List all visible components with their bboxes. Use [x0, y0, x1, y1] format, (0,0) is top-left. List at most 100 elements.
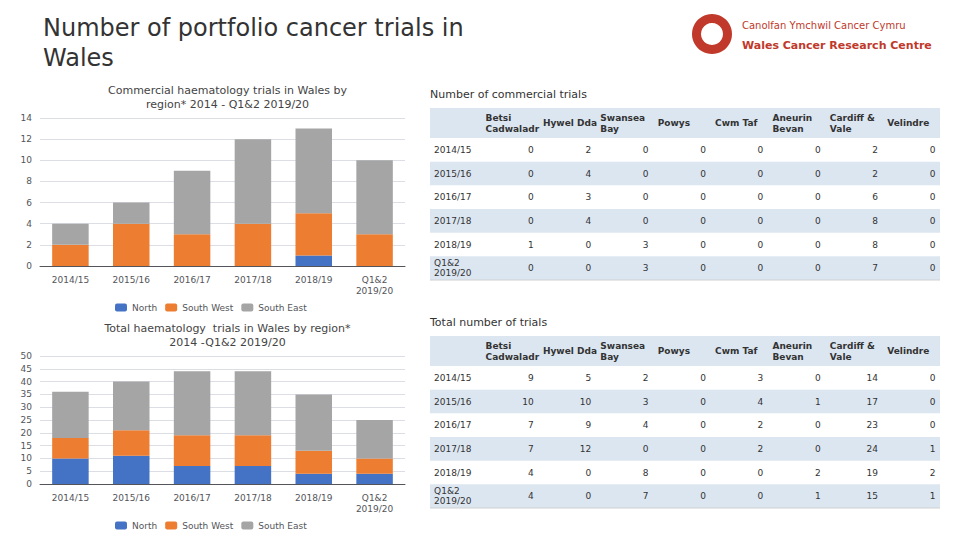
- svg-text:24: 24: [867, 444, 879, 454]
- svg-text:0: 0: [643, 192, 649, 202]
- svg-text:2017/18: 2017/18: [234, 275, 272, 285]
- svg-text:2016/17: 2016/17: [173, 275, 210, 285]
- svg-text:4: 4: [643, 420, 649, 430]
- svg-text:1: 1: [930, 491, 936, 501]
- svg-text:1: 1: [815, 491, 821, 501]
- svg-text:15: 15: [867, 491, 878, 501]
- svg-text:0: 0: [528, 169, 534, 179]
- svg-text:Velindre: Velindre: [887, 346, 929, 356]
- svg-text:7: 7: [528, 444, 534, 454]
- svg-text:Swansea: Swansea: [600, 113, 645, 123]
- svg-text:0: 0: [643, 169, 649, 179]
- svg-text:5: 5: [26, 466, 32, 476]
- svg-text:Bay: Bay: [600, 352, 619, 362]
- svg-text:2014/15: 2014/15: [52, 493, 89, 503]
- svg-text:1: 1: [528, 240, 534, 250]
- svg-text:2019/20: 2019/20: [356, 504, 394, 514]
- svg-text:2: 2: [930, 468, 936, 478]
- svg-text:0: 0: [26, 479, 32, 489]
- svg-text:10: 10: [21, 453, 33, 463]
- svg-text:Number of commercial trials: Number of commercial trials: [430, 88, 587, 101]
- svg-text:Betsi: Betsi: [486, 341, 512, 351]
- svg-text:0: 0: [815, 216, 821, 226]
- svg-text:0: 0: [585, 491, 591, 501]
- svg-text:Cardiff &: Cardiff &: [830, 113, 875, 123]
- svg-text:0: 0: [815, 192, 821, 202]
- svg-text:7: 7: [643, 491, 649, 501]
- svg-text:19: 19: [867, 468, 879, 478]
- svg-text:5: 5: [585, 373, 591, 383]
- svg-text:7: 7: [872, 263, 878, 273]
- svg-text:South West: South West: [182, 521, 234, 531]
- svg-text:Q1&2: Q1&2: [434, 486, 460, 496]
- svg-text:2014/15: 2014/15: [52, 275, 89, 285]
- svg-text:2017/18: 2017/18: [434, 444, 472, 454]
- svg-text:8: 8: [872, 240, 878, 250]
- svg-text:0: 0: [930, 373, 936, 383]
- svg-text:2: 2: [872, 169, 878, 179]
- svg-text:0: 0: [700, 169, 706, 179]
- svg-text:0: 0: [930, 397, 936, 407]
- svg-text:Bay: Bay: [600, 124, 619, 134]
- svg-text:4: 4: [758, 397, 764, 407]
- svg-text:9: 9: [528, 373, 534, 383]
- svg-text:0: 0: [930, 263, 936, 273]
- svg-text:2: 2: [872, 145, 878, 155]
- svg-text:2015/16: 2015/16: [113, 275, 151, 285]
- svg-text:0: 0: [700, 240, 706, 250]
- svg-text:0: 0: [700, 397, 706, 407]
- svg-text:0: 0: [930, 216, 936, 226]
- svg-text:0: 0: [930, 240, 936, 250]
- svg-text:1: 1: [930, 444, 936, 454]
- svg-text:2018/19: 2018/19: [434, 468, 472, 478]
- svg-text:Q1&2: Q1&2: [362, 493, 388, 503]
- svg-text:0: 0: [700, 263, 706, 273]
- svg-text:Wales Cancer Research Centre: Wales Cancer Research Centre: [742, 39, 932, 52]
- svg-text:Wales: Wales: [43, 44, 114, 72]
- svg-text:0: 0: [758, 263, 764, 273]
- svg-text:25: 25: [21, 415, 32, 425]
- svg-text:2018/19: 2018/19: [434, 240, 472, 250]
- svg-text:Powys: Powys: [658, 346, 690, 356]
- svg-text:2: 2: [758, 420, 764, 430]
- svg-text:0: 0: [815, 373, 821, 383]
- svg-text:0: 0: [700, 420, 706, 430]
- svg-text:10: 10: [21, 155, 33, 165]
- svg-text:Total number of trials: Total number of trials: [429, 316, 547, 329]
- svg-text:0: 0: [815, 263, 821, 273]
- svg-text:15: 15: [21, 441, 32, 451]
- svg-text:0: 0: [700, 373, 706, 383]
- svg-text:0: 0: [700, 192, 706, 202]
- svg-text:3: 3: [643, 397, 649, 407]
- svg-text:0: 0: [585, 263, 591, 273]
- svg-text:Q1&2: Q1&2: [362, 275, 388, 285]
- svg-text:2016/17: 2016/17: [173, 493, 210, 503]
- svg-text:2015/16: 2015/16: [434, 169, 472, 179]
- svg-text:Number of portfolio cancer tri: Number of portfolio cancer trials in: [43, 14, 464, 42]
- svg-text:8: 8: [26, 176, 32, 186]
- svg-text:region* 2014 - Q1&2 2019/20: region* 2014 - Q1&2 2019/20: [146, 98, 309, 111]
- svg-text:Hywel Dda: Hywel Dda: [543, 346, 597, 356]
- svg-text:Swansea: Swansea: [600, 341, 645, 351]
- svg-text:3: 3: [643, 263, 649, 273]
- svg-text:Vale: Vale: [830, 124, 852, 134]
- svg-text:Canolfan Ymchwil Cancer Cymru: Canolfan Ymchwil Cancer Cymru: [742, 20, 906, 31]
- svg-text:0: 0: [758, 192, 764, 202]
- svg-text:0: 0: [758, 169, 764, 179]
- svg-text:2019/20: 2019/20: [434, 496, 472, 506]
- svg-text:10: 10: [522, 397, 534, 407]
- svg-text:North: North: [132, 521, 157, 531]
- svg-text:2015/16: 2015/16: [113, 493, 151, 503]
- svg-text:Q1&2: Q1&2: [434, 258, 460, 268]
- svg-text:4: 4: [585, 216, 591, 226]
- svg-text:0: 0: [585, 240, 591, 250]
- svg-text:0: 0: [758, 216, 764, 226]
- svg-text:4: 4: [26, 219, 32, 229]
- svg-text:8: 8: [872, 216, 878, 226]
- svg-text:Total haematology trials in W: Total haematology trials in Wales by reg…: [103, 322, 351, 335]
- svg-text:Betsi: Betsi: [486, 113, 512, 123]
- svg-text:4: 4: [528, 491, 534, 501]
- svg-text:12: 12: [580, 444, 591, 454]
- svg-text:2: 2: [815, 468, 821, 478]
- svg-text:0: 0: [815, 169, 821, 179]
